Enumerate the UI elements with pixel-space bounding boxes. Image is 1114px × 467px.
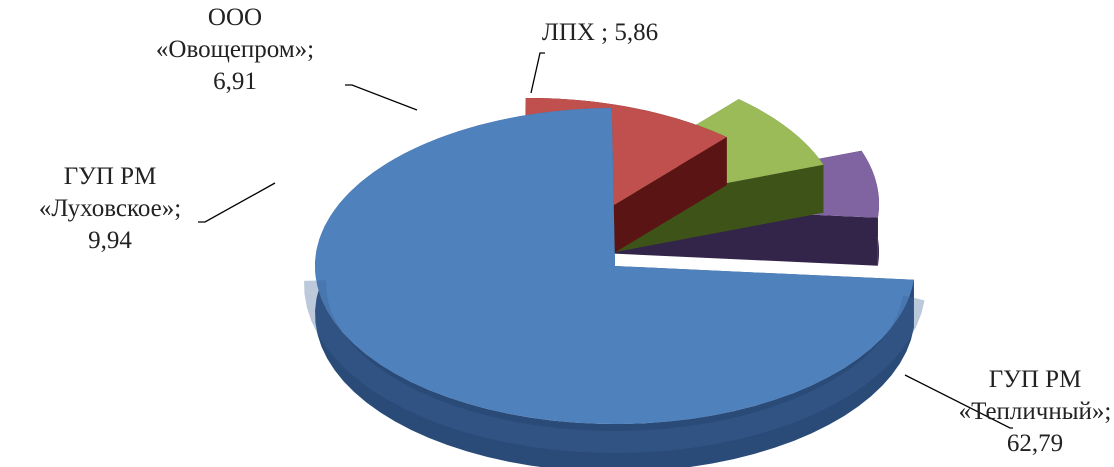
leader-line-2 xyxy=(198,182,276,223)
data-label-1-line-1: ГУП РМ xyxy=(989,366,1082,393)
leader-line-1 xyxy=(904,374,1013,429)
data-label-3-line-2: «Овощепром»; xyxy=(156,36,314,63)
data-label-3-line-3: 6,91 xyxy=(213,68,257,95)
slice-1-rim-highlight xyxy=(304,280,925,453)
slice-1-top xyxy=(315,108,914,425)
data-label-3: ООО «Овощепром»; 6,91 xyxy=(156,4,314,95)
leader-line-4 xyxy=(530,52,545,94)
pie-slices xyxy=(304,98,925,467)
data-label-1-line-2: «Тепличный»; xyxy=(959,398,1112,425)
data-label-4: ЛПХ ; 5,86 xyxy=(542,19,658,46)
data-label-2-line-2: «Луховское»; xyxy=(39,195,181,222)
data-label-3-line-1: ООО xyxy=(208,4,262,31)
data-label-1-line-3: 62,79 xyxy=(1007,430,1063,457)
data-label-4-line-1: ЛПХ ; 5,86 xyxy=(542,19,658,46)
leader-lines xyxy=(198,52,1013,429)
leader-line-3 xyxy=(345,84,418,111)
data-labels: ГУП РМ «Тепличный»; 62,79 ГУП РМ «Луховское»… xyxy=(39,4,1112,457)
data-label-1: ГУП РМ «Тепличный»; 62,79 xyxy=(959,366,1112,457)
data-label-2-line-3: 9,94 xyxy=(88,227,132,254)
data-label-2: ГУП РМ «Луховское»; 9,94 xyxy=(39,163,181,254)
slice-1 xyxy=(315,108,914,467)
data-label-2-line-1: ГУП РМ xyxy=(64,163,157,190)
